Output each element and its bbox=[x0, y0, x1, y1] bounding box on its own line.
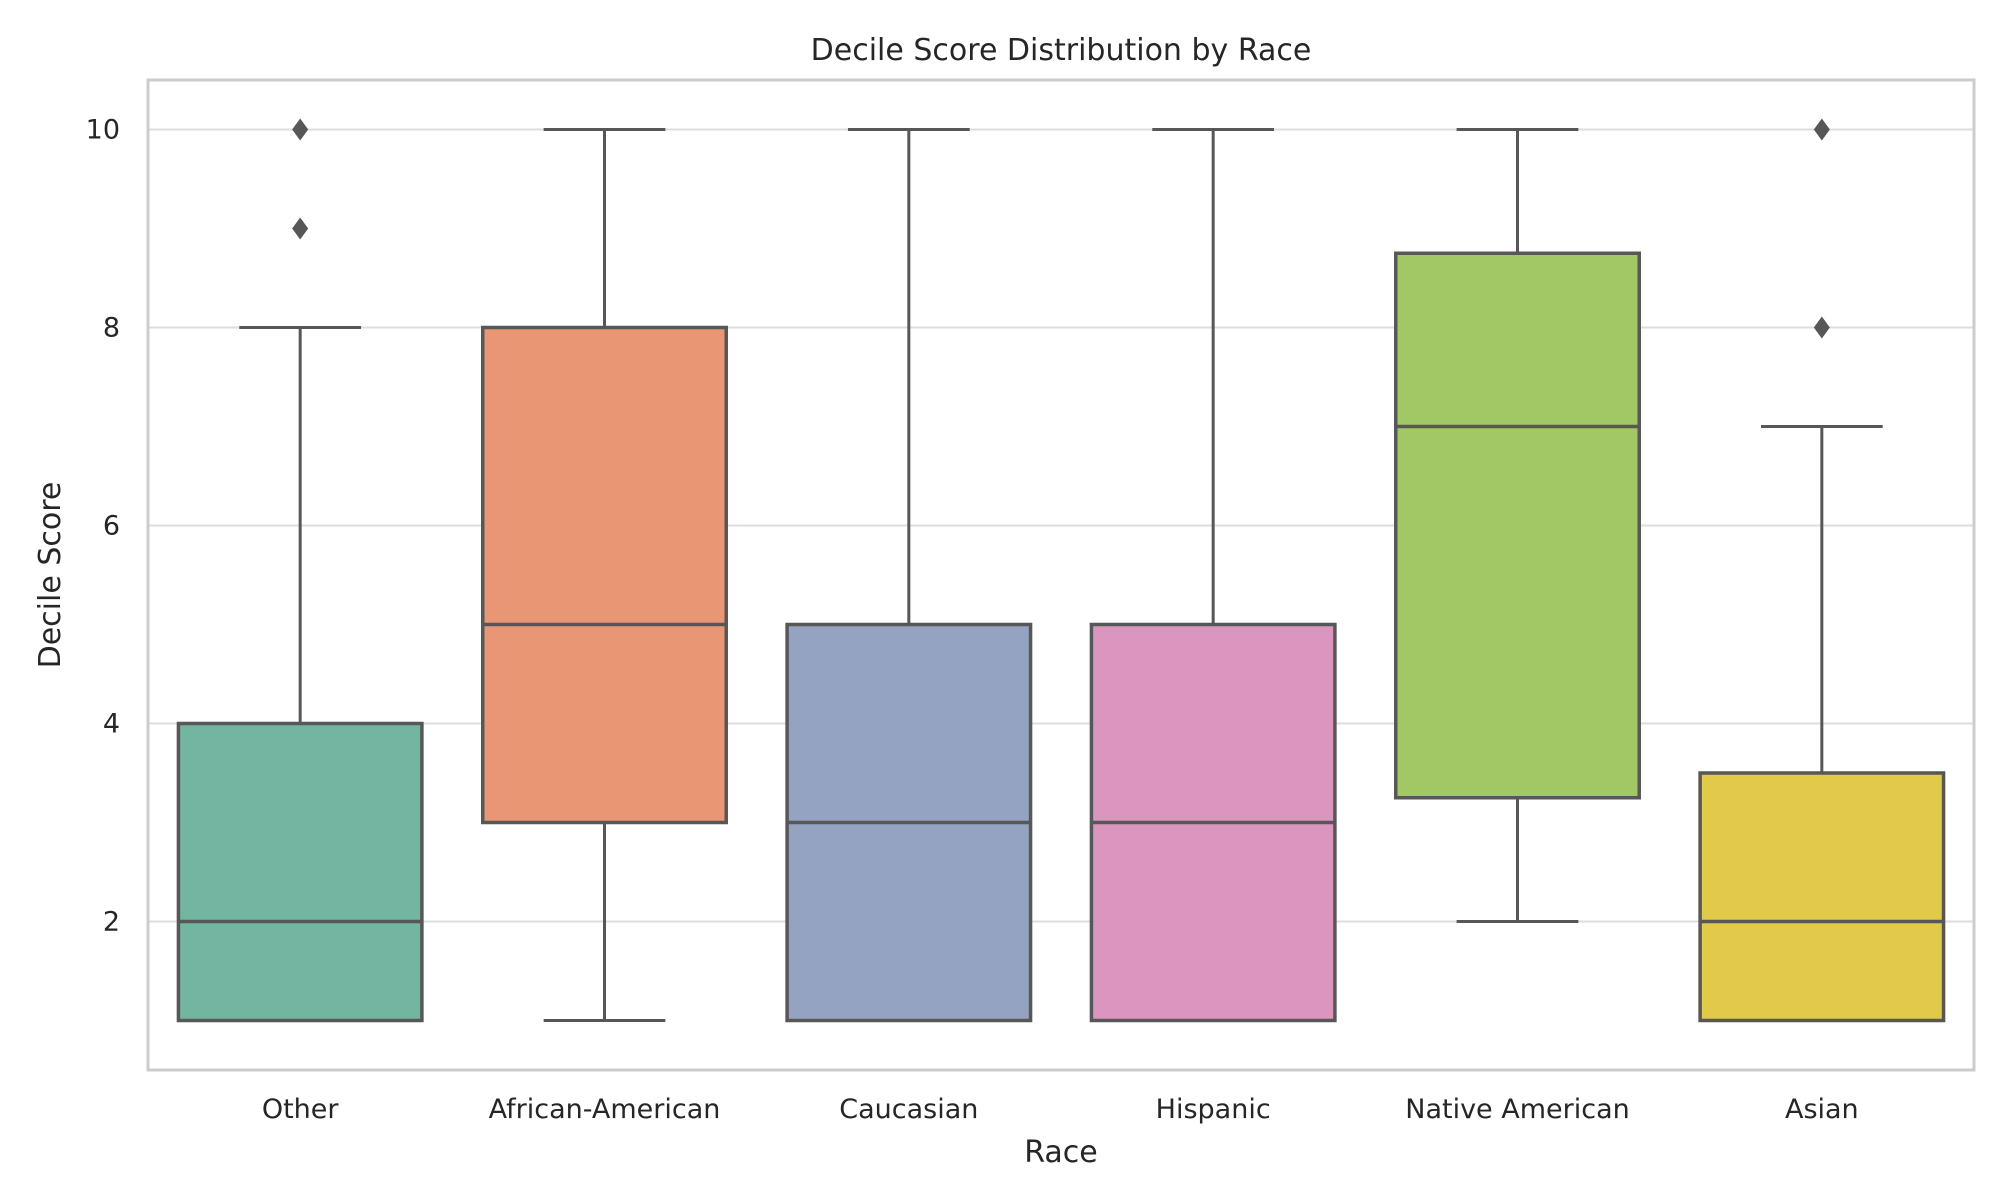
x-axis-label: Race bbox=[1024, 1135, 1098, 1170]
outlier-point bbox=[292, 217, 309, 240]
chart-title: Decile Score Distribution by Race bbox=[811, 33, 1312, 68]
plot-frame bbox=[146, 78, 1976, 1072]
box-caucasian bbox=[785, 128, 1033, 1023]
x-tick-label: Other bbox=[262, 1094, 340, 1125]
tick-labels: 2 4 6 8 10 Other African-American Caucasian Hisp… bbox=[86, 115, 1859, 1126]
y-tick-label: 2 bbox=[103, 907, 120, 938]
grid-lines bbox=[148, 128, 1974, 923]
y-tick-label: 8 bbox=[103, 313, 120, 344]
iqr-box bbox=[481, 325, 728, 825]
outlier-point bbox=[1813, 316, 1830, 339]
box-hispanic bbox=[1089, 128, 1337, 1023]
x-tick-label: Native American bbox=[1405, 1094, 1630, 1125]
iqr-box bbox=[1394, 251, 1641, 800]
x-tick-label: Hispanic bbox=[1156, 1094, 1271, 1125]
x-tick-label: Asian bbox=[1785, 1094, 1859, 1125]
y-tick-label: 4 bbox=[103, 709, 120, 740]
box-native-american bbox=[1394, 128, 1641, 923]
box-asian bbox=[1698, 118, 1946, 1023]
y-tick-label: 10 bbox=[86, 115, 120, 146]
outlier-point bbox=[1813, 118, 1830, 141]
y-tick-label: 6 bbox=[103, 511, 120, 542]
outlier-point bbox=[292, 118, 309, 141]
x-tick-label: African-American bbox=[489, 1094, 721, 1125]
y-axis-label: Decile Score bbox=[33, 482, 68, 669]
box-other bbox=[176, 118, 424, 1023]
iqr-box bbox=[1698, 771, 1946, 1023]
boxes bbox=[176, 118, 1946, 1023]
box-african-american bbox=[481, 128, 728, 1022]
x-tick-label: Caucasian bbox=[839, 1094, 978, 1125]
iqr-box bbox=[176, 721, 424, 1023]
